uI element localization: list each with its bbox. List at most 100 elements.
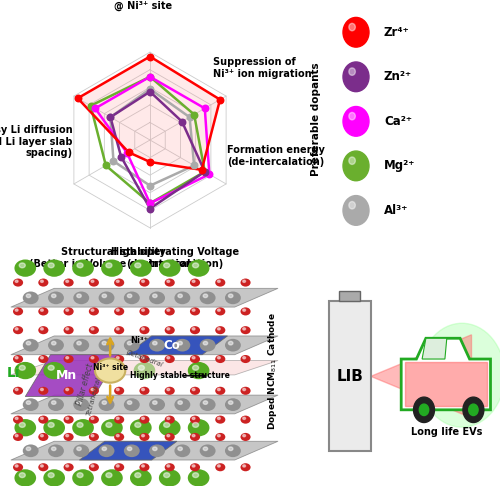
Circle shape xyxy=(13,307,23,315)
Circle shape xyxy=(225,444,241,457)
Circle shape xyxy=(77,263,83,268)
Circle shape xyxy=(343,106,369,136)
Circle shape xyxy=(130,419,152,436)
Text: Highly stable structure: Highly stable structure xyxy=(130,371,230,380)
Circle shape xyxy=(192,473,198,478)
Circle shape xyxy=(95,359,126,382)
Circle shape xyxy=(240,307,250,315)
Circle shape xyxy=(140,326,149,334)
Point xyxy=(216,96,224,104)
Point xyxy=(146,182,154,190)
Polygon shape xyxy=(405,363,486,406)
Circle shape xyxy=(13,278,23,287)
Circle shape xyxy=(77,473,83,478)
Circle shape xyxy=(106,422,112,427)
Circle shape xyxy=(152,401,157,404)
Circle shape xyxy=(242,357,246,359)
Circle shape xyxy=(225,339,241,351)
Circle shape xyxy=(164,278,175,287)
Circle shape xyxy=(72,419,94,436)
Circle shape xyxy=(149,339,165,351)
Text: Preferable dopants: Preferable dopants xyxy=(311,62,321,176)
Circle shape xyxy=(14,469,36,486)
Circle shape xyxy=(167,465,170,467)
Circle shape xyxy=(22,292,38,304)
Circle shape xyxy=(98,444,114,457)
Circle shape xyxy=(192,388,195,391)
Circle shape xyxy=(164,307,175,315)
Circle shape xyxy=(140,278,149,287)
Circle shape xyxy=(13,355,23,363)
Text: Structural stability
(Better in Volume contraction): Structural stability (Better in Volume c… xyxy=(29,247,197,269)
Circle shape xyxy=(52,447,56,451)
Circle shape xyxy=(192,365,198,370)
Circle shape xyxy=(142,388,144,391)
Circle shape xyxy=(66,388,68,391)
Circle shape xyxy=(152,447,157,451)
Circle shape xyxy=(240,387,250,395)
Circle shape xyxy=(242,388,246,391)
Circle shape xyxy=(343,195,369,226)
Circle shape xyxy=(13,463,23,471)
Circle shape xyxy=(52,341,56,345)
Circle shape xyxy=(218,328,220,330)
Circle shape xyxy=(142,417,144,419)
Point xyxy=(117,153,125,160)
Circle shape xyxy=(64,326,74,334)
Circle shape xyxy=(52,294,56,297)
Circle shape xyxy=(203,294,207,297)
Circle shape xyxy=(15,388,18,391)
Circle shape xyxy=(164,387,175,395)
Circle shape xyxy=(66,357,68,359)
Circle shape xyxy=(66,434,68,437)
Point xyxy=(91,104,99,112)
Circle shape xyxy=(149,292,165,304)
Circle shape xyxy=(48,263,54,268)
Circle shape xyxy=(77,447,81,451)
Circle shape xyxy=(343,62,369,92)
Circle shape xyxy=(116,309,119,311)
Text: Tetrahedral: Tetrahedral xyxy=(86,377,102,417)
Circle shape xyxy=(140,307,149,315)
Circle shape xyxy=(19,473,26,478)
Circle shape xyxy=(114,326,124,334)
Point xyxy=(124,148,132,156)
Point xyxy=(146,73,154,81)
Point xyxy=(102,162,110,170)
Circle shape xyxy=(13,433,23,441)
Text: Formation energy
(de-intercalation): Formation energy (de-intercalation) xyxy=(228,145,325,167)
Circle shape xyxy=(91,357,94,359)
Circle shape xyxy=(52,401,56,404)
Circle shape xyxy=(40,280,43,282)
Circle shape xyxy=(98,292,114,304)
Circle shape xyxy=(164,355,175,363)
Circle shape xyxy=(72,469,94,486)
Circle shape xyxy=(192,357,195,359)
Circle shape xyxy=(40,434,43,437)
Circle shape xyxy=(22,444,38,457)
Circle shape xyxy=(149,399,165,411)
Circle shape xyxy=(142,434,144,437)
Circle shape xyxy=(40,328,43,330)
Circle shape xyxy=(72,260,94,277)
Text: High operating Voltage
(de-intercalation): High operating Voltage (de-intercalation… xyxy=(110,247,238,269)
Circle shape xyxy=(228,401,233,404)
Circle shape xyxy=(89,355,99,363)
Circle shape xyxy=(91,465,94,467)
Circle shape xyxy=(164,326,175,334)
Circle shape xyxy=(190,463,200,471)
Text: Ni³⁺ site: Ni³⁺ site xyxy=(92,363,128,372)
Circle shape xyxy=(44,419,65,436)
Point xyxy=(106,113,114,121)
Point xyxy=(146,85,154,93)
Circle shape xyxy=(38,463,48,471)
Circle shape xyxy=(167,357,170,359)
Circle shape xyxy=(188,419,210,436)
Circle shape xyxy=(164,433,175,441)
Circle shape xyxy=(174,339,190,351)
Circle shape xyxy=(225,292,241,304)
Circle shape xyxy=(64,463,74,471)
Circle shape xyxy=(192,417,195,419)
Circle shape xyxy=(242,417,246,419)
Circle shape xyxy=(114,433,124,441)
